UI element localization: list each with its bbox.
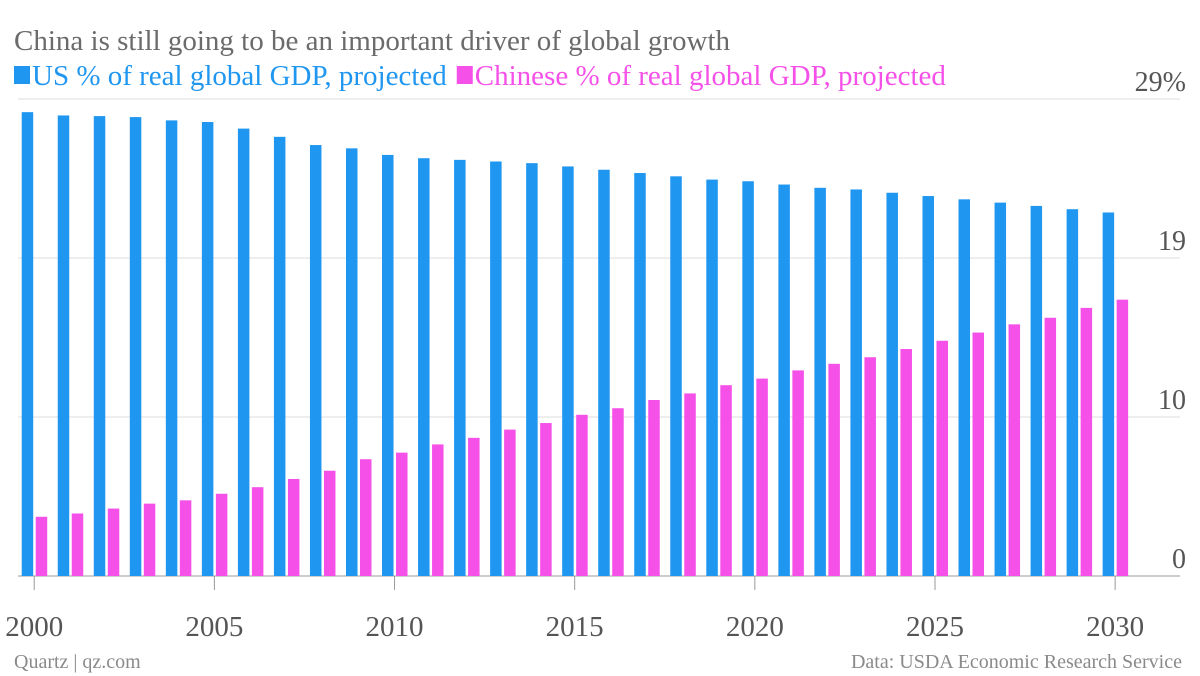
x-tick-label: 2000 [5, 611, 63, 643]
bar [21, 112, 34, 576]
bar [454, 159, 466, 576]
bar [309, 145, 322, 576]
bar [165, 120, 178, 577]
bar [598, 169, 610, 576]
x-tick-label: 2010 [366, 611, 424, 643]
bar [922, 196, 934, 576]
bar [490, 161, 502, 576]
bar [93, 116, 106, 577]
bar [900, 349, 912, 576]
y-tick-label: 19 [1158, 226, 1186, 257]
x-tick-label: 2005 [185, 611, 243, 643]
bar [273, 136, 286, 576]
bar [287, 478, 300, 576]
bar [886, 192, 898, 576]
bar [670, 176, 682, 577]
bar [1044, 317, 1057, 576]
legend-swatch [456, 66, 473, 84]
bar [1102, 212, 1115, 576]
bar [994, 202, 1007, 576]
bar [57, 115, 70, 576]
bar [71, 513, 84, 576]
x-tick-label: 2020 [726, 611, 784, 643]
chart-title: China is still going to be an important … [14, 25, 731, 57]
bar [1080, 307, 1093, 576]
bar [432, 444, 444, 576]
y-tick-label: 0 [1172, 544, 1186, 575]
bar [648, 400, 660, 576]
bar [323, 470, 336, 576]
x-tick-label: 2030 [1086, 611, 1144, 643]
bar [345, 148, 358, 576]
bar [1030, 205, 1043, 576]
credit: Quartz | qz.com [14, 651, 141, 673]
bar [828, 363, 840, 576]
bar [936, 340, 948, 576]
y-tick-label: 10 [1158, 385, 1186, 416]
bar [850, 189, 862, 576]
bar [634, 173, 646, 576]
bar [215, 493, 228, 576]
bar [201, 122, 214, 576]
bar [526, 163, 538, 577]
bar [756, 378, 768, 576]
bar [504, 429, 516, 576]
bar [972, 332, 985, 576]
source: Data: USDA Economic Research Service [851, 651, 1182, 673]
x-tick-label: 2015 [546, 611, 604, 643]
bar [778, 184, 790, 576]
bar [1116, 299, 1129, 576]
legend-label: US % of real global GDP, projected [32, 60, 447, 92]
bar [396, 452, 408, 576]
bar [237, 128, 250, 576]
bar [684, 393, 696, 576]
bar [35, 516, 48, 576]
bar [742, 181, 754, 576]
bar [359, 459, 372, 576]
bar [864, 357, 876, 576]
bar [814, 187, 826, 577]
bar [382, 154, 394, 576]
bar [129, 117, 142, 576]
bar [179, 500, 192, 576]
bar [720, 385, 732, 576]
x-tick-label: 2025 [906, 611, 964, 643]
y-tick-label: 29% [1135, 67, 1186, 98]
legend-label: Chinese % of real global GDP, projected [475, 60, 947, 92]
bar [540, 423, 552, 576]
bar [612, 408, 624, 576]
bar [792, 370, 804, 576]
bar [958, 199, 971, 577]
bar [143, 503, 156, 576]
bar [418, 158, 430, 576]
bar [1008, 324, 1021, 576]
legend-swatch [14, 66, 30, 84]
bar [706, 179, 718, 576]
bar [562, 166, 574, 576]
bar [251, 487, 264, 576]
bar [468, 437, 480, 576]
bar [576, 414, 588, 576]
bar [1066, 209, 1079, 577]
bar [107, 508, 120, 576]
